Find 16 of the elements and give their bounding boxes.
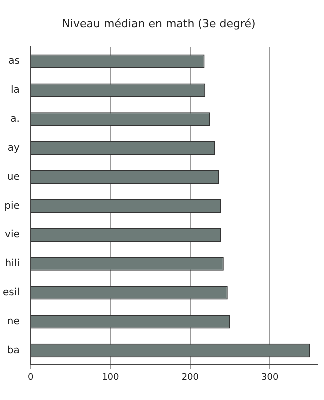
y-tick-label: ba [7, 345, 20, 356]
y-tick-label: ue [7, 172, 20, 183]
y-tick-label: vie [5, 230, 20, 241]
y-tick-label: as [8, 56, 20, 68]
y-tick-label: pie [4, 200, 20, 212]
x-tick-label: 100 [102, 372, 120, 383]
x-tick-label: 0 [28, 372, 34, 383]
y-tick-label: esil [2, 288, 20, 299]
y-tick-label: hili [5, 258, 20, 270]
y-tick-label: la [11, 85, 20, 96]
y-tick-label: ne [7, 316, 20, 328]
y-tick-label: ay [8, 142, 20, 154]
x-tick-label: 300 [262, 372, 280, 383]
x-tick-label: 200 [182, 372, 200, 383]
chart-title: Niveau médian en math (3e degré) [62, 17, 256, 30]
y-tick-label: a. [10, 114, 20, 126]
